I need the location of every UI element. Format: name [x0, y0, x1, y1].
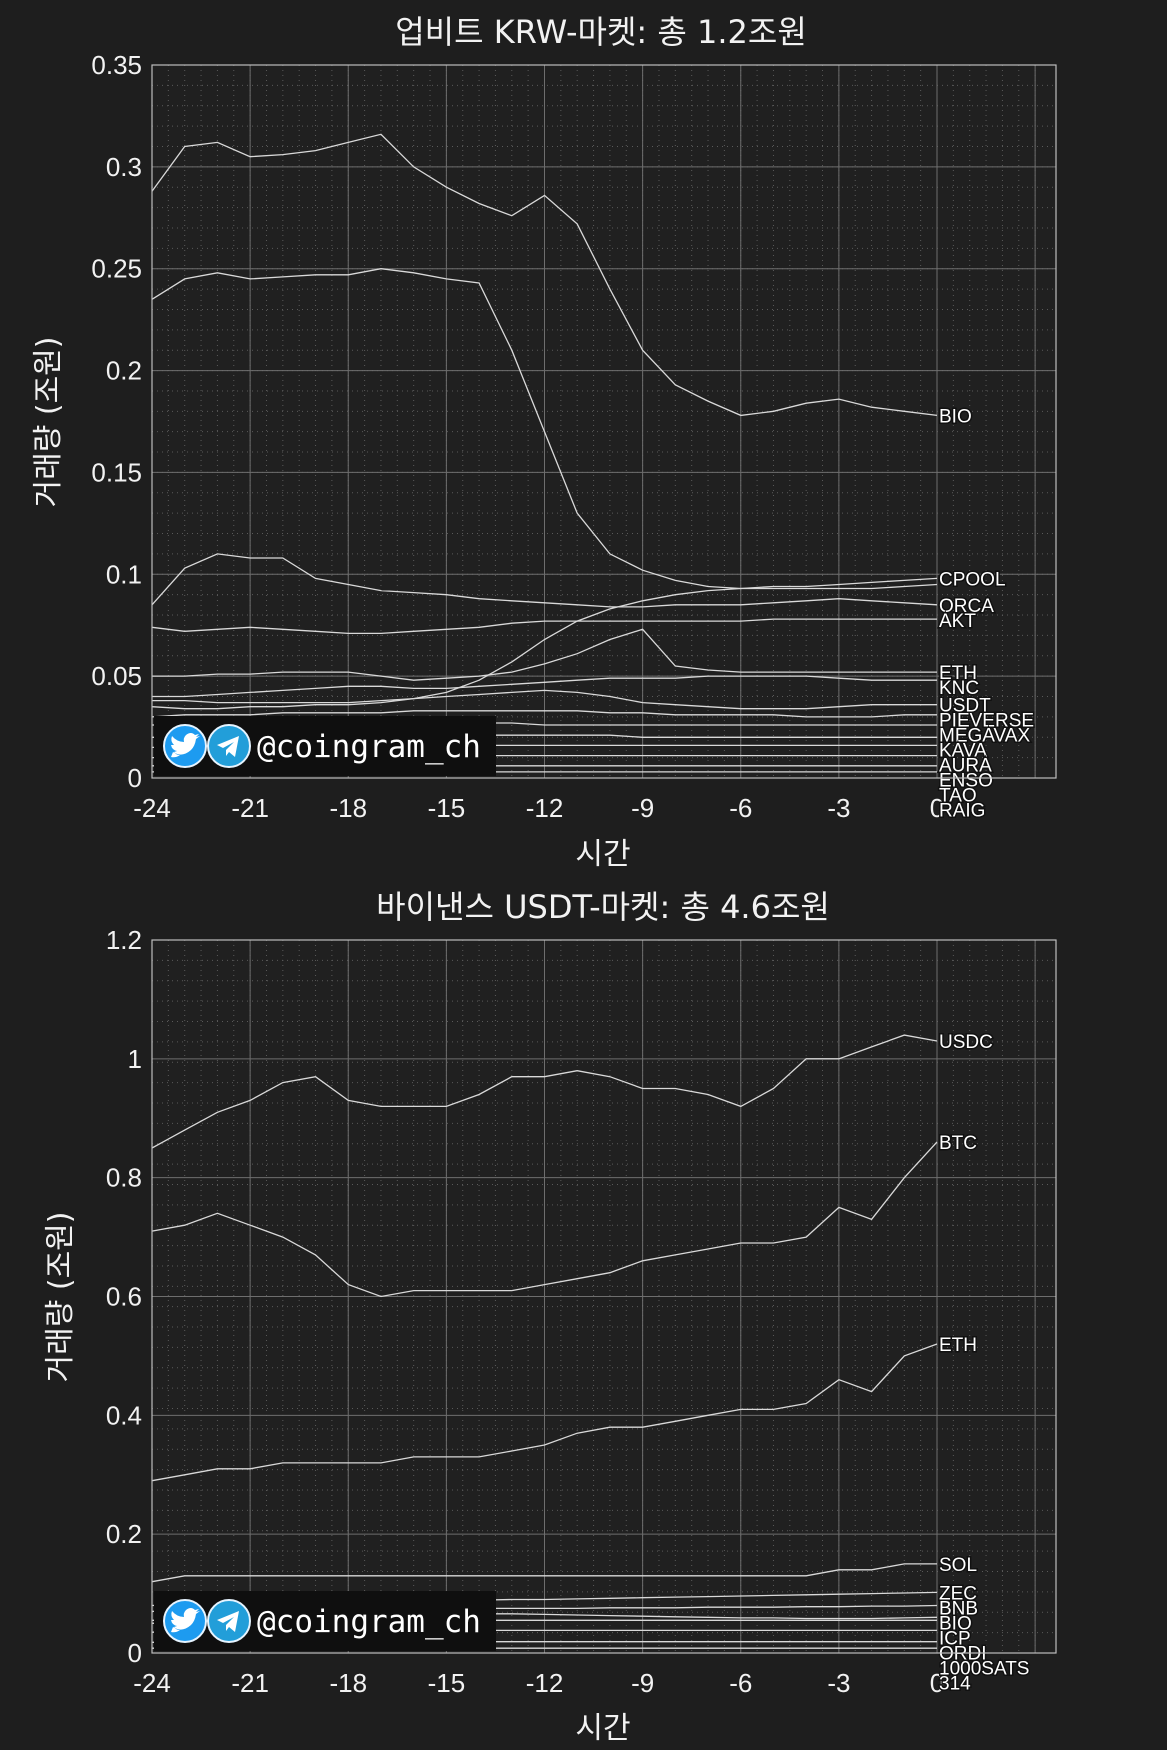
y-tick-label: 0.6 [106, 1282, 142, 1312]
twitter-icon [163, 724, 207, 768]
series-label-pieverse: PIEVERSE [939, 711, 1034, 732]
series-label-kava: KAVA [939, 741, 987, 762]
x-tick-label: -18 [329, 793, 367, 823]
y-tick-label: 0.2 [106, 1519, 142, 1549]
x-tick-label: 0 [930, 793, 944, 823]
x-tick-label: -9 [631, 1668, 654, 1698]
y-tick-label: 0.8 [106, 1163, 142, 1193]
x-tick-label: -24 [133, 1668, 171, 1698]
x-tick-label: -6 [729, 1668, 752, 1698]
series-line-akt [151, 618, 937, 635]
x-tick-label: -24 [133, 793, 171, 823]
watermark: @coingram_ch [154, 1591, 496, 1651]
x-tick-label: -12 [526, 1668, 564, 1698]
binance-chart: 바이낸스 USDT-마켓: 총 4.6조원 시간 거래량 (조원) -24 -21… [43, 888, 1057, 1746]
y-tick-label: 0.1 [106, 559, 142, 589]
telegram-icon [207, 1599, 251, 1643]
series-line-bio [151, 133, 938, 417]
series-label-icp: ICP [939, 1628, 971, 1649]
x-tick-label: -3 [827, 793, 850, 823]
series-line-pieverse [151, 710, 937, 718]
series-label-akt: AKT [939, 611, 976, 632]
series-label-btc: BTC [939, 1133, 977, 1154]
series-line-sol [151, 1563, 937, 1583]
series-label-raig: RAIG [939, 801, 985, 822]
chart-title: 바이낸스 USDT-마켓: 총 4.6조원 [376, 888, 830, 926]
y-tick-label: 0.05 [91, 661, 142, 691]
series-label-ordi: ORDI [939, 1643, 987, 1664]
series-line-btc [151, 1141, 938, 1298]
y-axis-label: 거래량 (조원) [43, 1212, 78, 1383]
y-axis-label: 거래량 (조원) [31, 337, 66, 508]
series-label-usdc: USDC [939, 1032, 993, 1053]
plot-frame [151, 64, 1057, 779]
series-label-eth: ETH [939, 1335, 977, 1356]
x-axis-label: 시간 [575, 1711, 630, 1746]
series-label-bio: BIO [939, 406, 972, 427]
x-tick-label: -21 [231, 1668, 269, 1698]
series-line-usdc [151, 1034, 938, 1149]
series-line-eth [152, 628, 937, 681]
watermark-handle: @coingram_ch [257, 729, 481, 765]
series-label-tao: TAO [939, 786, 977, 807]
x-tick-label: -9 [631, 793, 654, 823]
series-label-eth: ETH [939, 663, 977, 684]
x-tick-label: -15 [428, 793, 466, 823]
x-tick-label: -18 [329, 1668, 367, 1698]
plot-frame [151, 939, 1057, 1654]
x-tick-label: -6 [729, 793, 752, 823]
y-tick-label: 1.2 [106, 925, 142, 955]
x-tick-label: -15 [428, 1668, 466, 1698]
series-label-usdt: USDT [939, 696, 991, 717]
y-tick-label: 0.35 [91, 50, 142, 80]
telegram-icon [207, 724, 251, 768]
series-line-orca [151, 553, 938, 608]
series-label-314: 314 [939, 1673, 971, 1694]
series-line-eth [151, 1343, 938, 1482]
series-label-aura: AURA [939, 756, 992, 777]
watermark: @coingram_ch [154, 716, 496, 776]
x-tick-label: -3 [827, 1668, 850, 1698]
series-label-enso: ENSO [939, 771, 993, 792]
series-label-orca: ORCA [939, 596, 994, 617]
y-tick-label: 0 [128, 763, 142, 793]
series-label-zec: ZEC [939, 1583, 977, 1604]
y-tick-label: 0.4 [106, 1400, 142, 1430]
x-axis-label: 시간 [575, 837, 630, 872]
y-tick-label: 0.15 [91, 457, 142, 487]
series-label-sol: SOL [939, 1555, 977, 1576]
x-tick-label: 0 [930, 1668, 944, 1698]
y-tick-label: 0 [128, 1638, 142, 1668]
chart-title: 업비트 KRW-마켓: 총 1.2조원 [395, 13, 807, 51]
series-label-megavax: MEGAVAX [939, 726, 1030, 747]
series-label-1000sats: 1000SATS [939, 1658, 1029, 1679]
series-line [151, 268, 938, 590]
twitter-icon [163, 1599, 207, 1643]
series-label-cpool: CPOOL [939, 569, 1006, 590]
y-tick-label: 0.25 [91, 254, 142, 284]
upbit-chart: 업비트 KRW-마켓: 총 1.2조원 시간 거래량 (조원) -24 -21 -1… [31, 13, 1057, 872]
series-label-bnb: BNB [939, 1598, 978, 1619]
series-label-knc: KNC [939, 678, 979, 699]
plot-area [152, 65, 1056, 778]
y-tick-label: 0.3 [106, 152, 142, 182]
watermark-handle: @coingram_ch [257, 1604, 481, 1640]
x-tick-label: -12 [526, 793, 564, 823]
series-line-cpool [151, 577, 938, 710]
y-tick-label: 1 [128, 1044, 142, 1074]
x-tick-label: -21 [231, 793, 269, 823]
series-line-knc [152, 675, 937, 698]
series-line-usdt [152, 689, 937, 710]
series-label-bio: BIO [939, 1613, 972, 1634]
y-tick-label: 0.2 [106, 356, 142, 386]
